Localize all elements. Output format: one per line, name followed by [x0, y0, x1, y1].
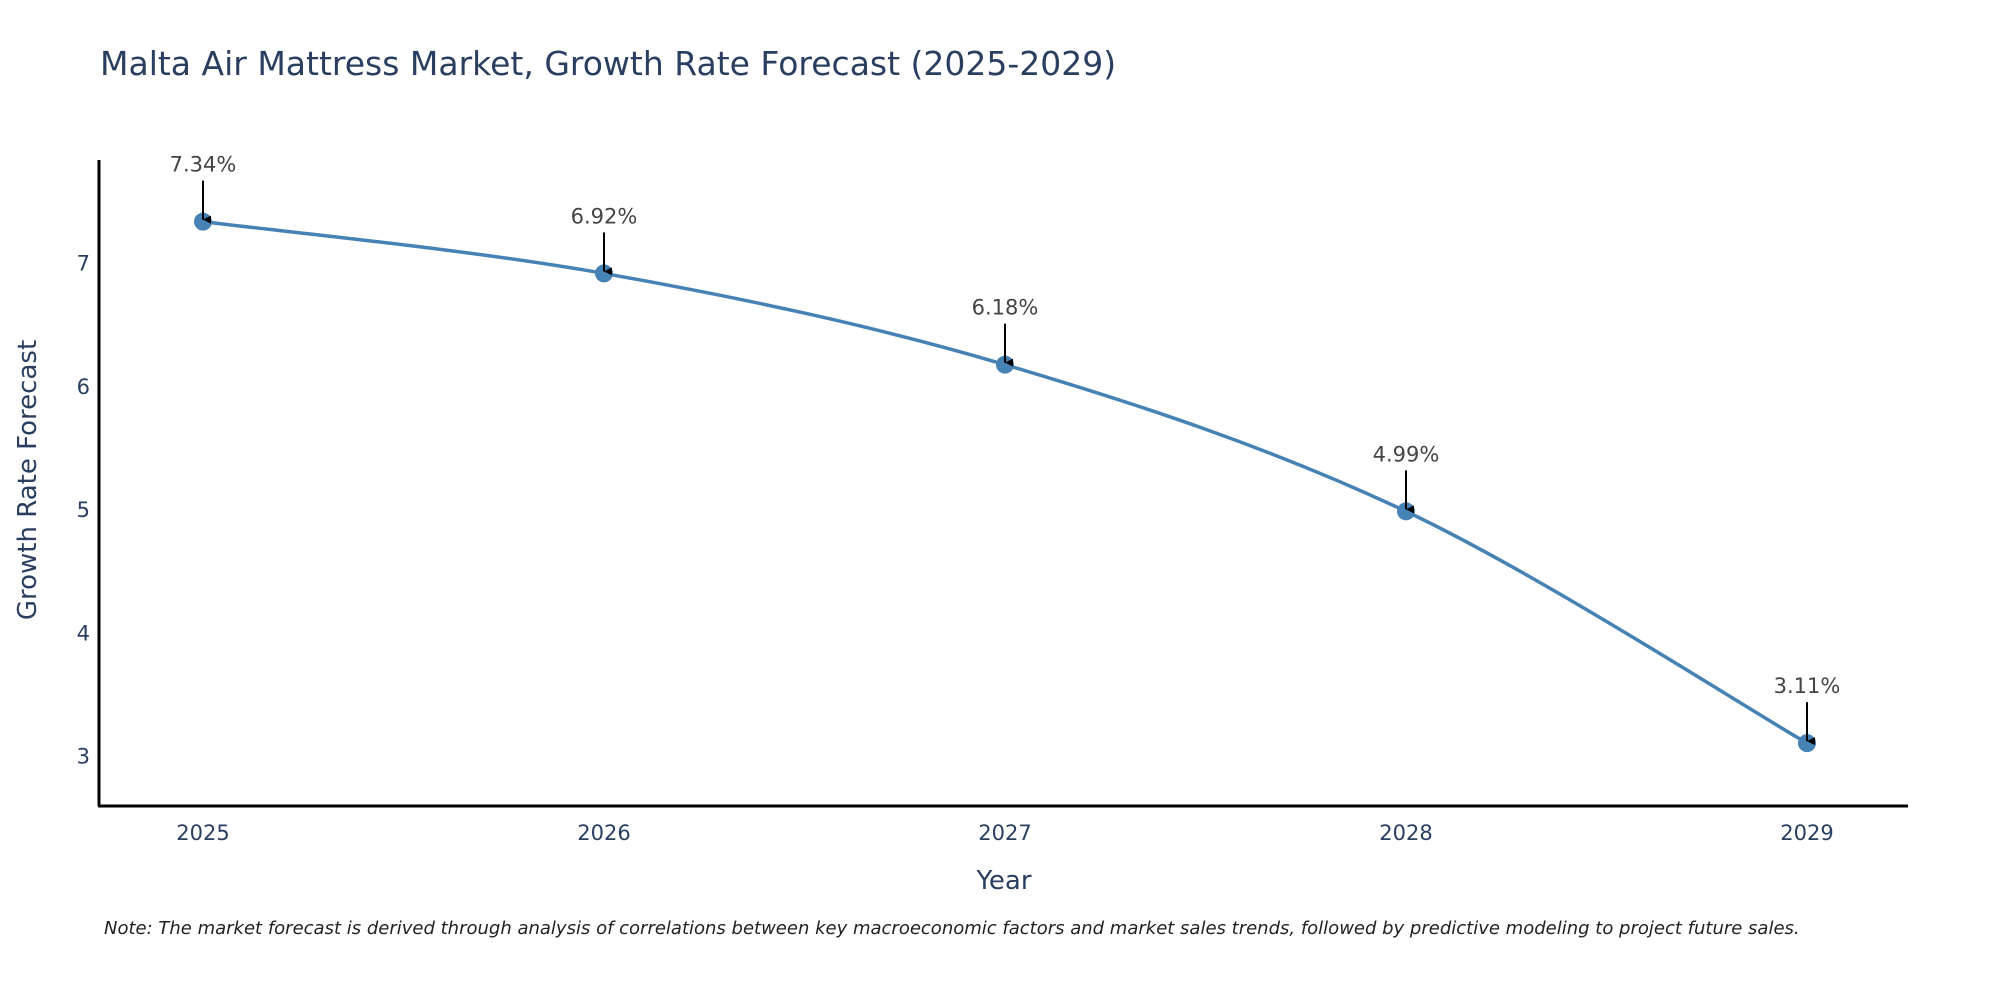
y-tick-label: 4	[77, 621, 90, 645]
data-label: 7.34%	[170, 153, 237, 177]
data-label: 6.92%	[571, 204, 638, 228]
x-tick-label: 2028	[1379, 821, 1432, 845]
x-tick-label: 2025	[176, 821, 229, 845]
x-axis-title: Year	[975, 866, 1031, 896]
y-tick-label: 7	[77, 252, 90, 276]
y-tick-label: 3	[77, 745, 90, 769]
y-tick-label: 6	[77, 375, 90, 399]
footnote: Note: The market forecast is derived thr…	[104, 918, 1800, 939]
data-label: 3.11%	[1774, 674, 1841, 698]
x-tick-label: 2027	[978, 821, 1031, 845]
y-axis-title: Growth Rate Forecast	[13, 340, 43, 620]
chart-title: Malta Air Mattress Market, Growth Rate F…	[100, 44, 1117, 83]
data-label: 6.18%	[972, 296, 1039, 320]
x-tick-label: 2026	[577, 821, 630, 845]
x-tick-label: 2029	[1780, 821, 1833, 845]
y-tick-label: 5	[77, 498, 90, 522]
data-label: 4.99%	[1373, 442, 1440, 466]
